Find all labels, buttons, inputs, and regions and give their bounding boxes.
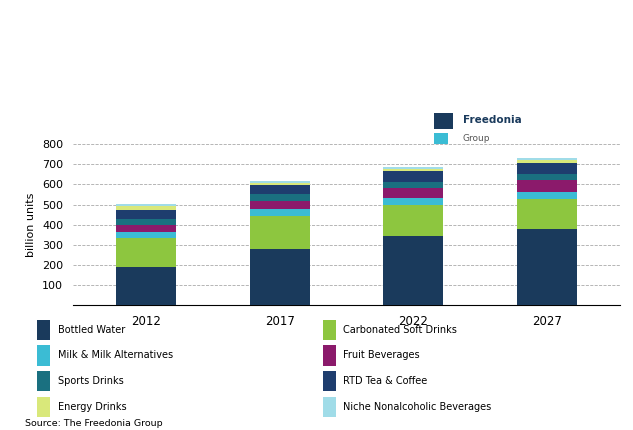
Text: Carbonated Soft Drinks: Carbonated Soft Drinks xyxy=(343,325,457,335)
Text: Niche Nonalcoholic Beverages: Niche Nonalcoholic Beverages xyxy=(343,402,491,412)
Bar xyxy=(517,192,577,200)
Text: Sports Drinks: Sports Drinks xyxy=(58,376,123,386)
Bar xyxy=(323,345,335,366)
Text: Group: Group xyxy=(463,134,490,143)
Bar xyxy=(250,209,310,215)
Bar xyxy=(37,371,50,391)
Bar xyxy=(517,180,577,192)
Bar xyxy=(250,215,310,249)
Bar xyxy=(517,200,577,229)
Bar xyxy=(116,232,177,238)
Bar xyxy=(116,206,177,210)
Bar xyxy=(384,171,443,182)
Bar xyxy=(323,319,335,340)
Bar xyxy=(434,113,453,129)
Bar xyxy=(517,160,577,163)
Bar xyxy=(323,371,335,391)
Bar xyxy=(384,169,443,171)
Bar xyxy=(384,236,443,305)
Bar xyxy=(517,163,577,174)
Bar xyxy=(116,267,177,305)
Bar xyxy=(250,194,310,201)
Bar xyxy=(323,397,335,417)
Text: Fruit Beverages: Fruit Beverages xyxy=(343,350,420,360)
Bar xyxy=(384,205,443,236)
Bar xyxy=(250,185,310,194)
Bar xyxy=(37,319,50,340)
Bar xyxy=(517,157,577,160)
Bar xyxy=(384,182,443,188)
Bar xyxy=(384,199,443,205)
Bar xyxy=(250,201,310,209)
Bar xyxy=(250,183,310,185)
Text: Energy Drinks: Energy Drinks xyxy=(58,402,127,412)
Y-axis label: billion units: billion units xyxy=(27,193,36,257)
Bar xyxy=(116,210,177,219)
Bar xyxy=(250,181,310,183)
Bar xyxy=(250,249,310,305)
Text: Source: The Freedonia Group: Source: The Freedonia Group xyxy=(25,419,163,428)
Bar xyxy=(116,224,177,232)
Bar xyxy=(116,219,177,224)
Bar xyxy=(116,204,177,206)
Text: Milk & Milk Alternatives: Milk & Milk Alternatives xyxy=(58,350,173,360)
Bar xyxy=(116,238,177,267)
Text: Figure 3-3.
Nonalcoholic Beverage Packaging Demand by Market,
2012, 2017, 2022, : Figure 3-3. Nonalcoholic Beverage Packag… xyxy=(8,3,339,56)
Text: RTD Tea & Coffee: RTD Tea & Coffee xyxy=(343,376,427,386)
Bar xyxy=(434,133,448,146)
Bar xyxy=(37,397,50,417)
Text: Bottled Water: Bottled Water xyxy=(58,325,125,335)
Bar xyxy=(517,174,577,180)
Bar xyxy=(37,345,50,366)
Bar xyxy=(517,229,577,305)
Text: Freedonia: Freedonia xyxy=(463,116,522,126)
Bar xyxy=(384,167,443,169)
Bar xyxy=(384,188,443,199)
